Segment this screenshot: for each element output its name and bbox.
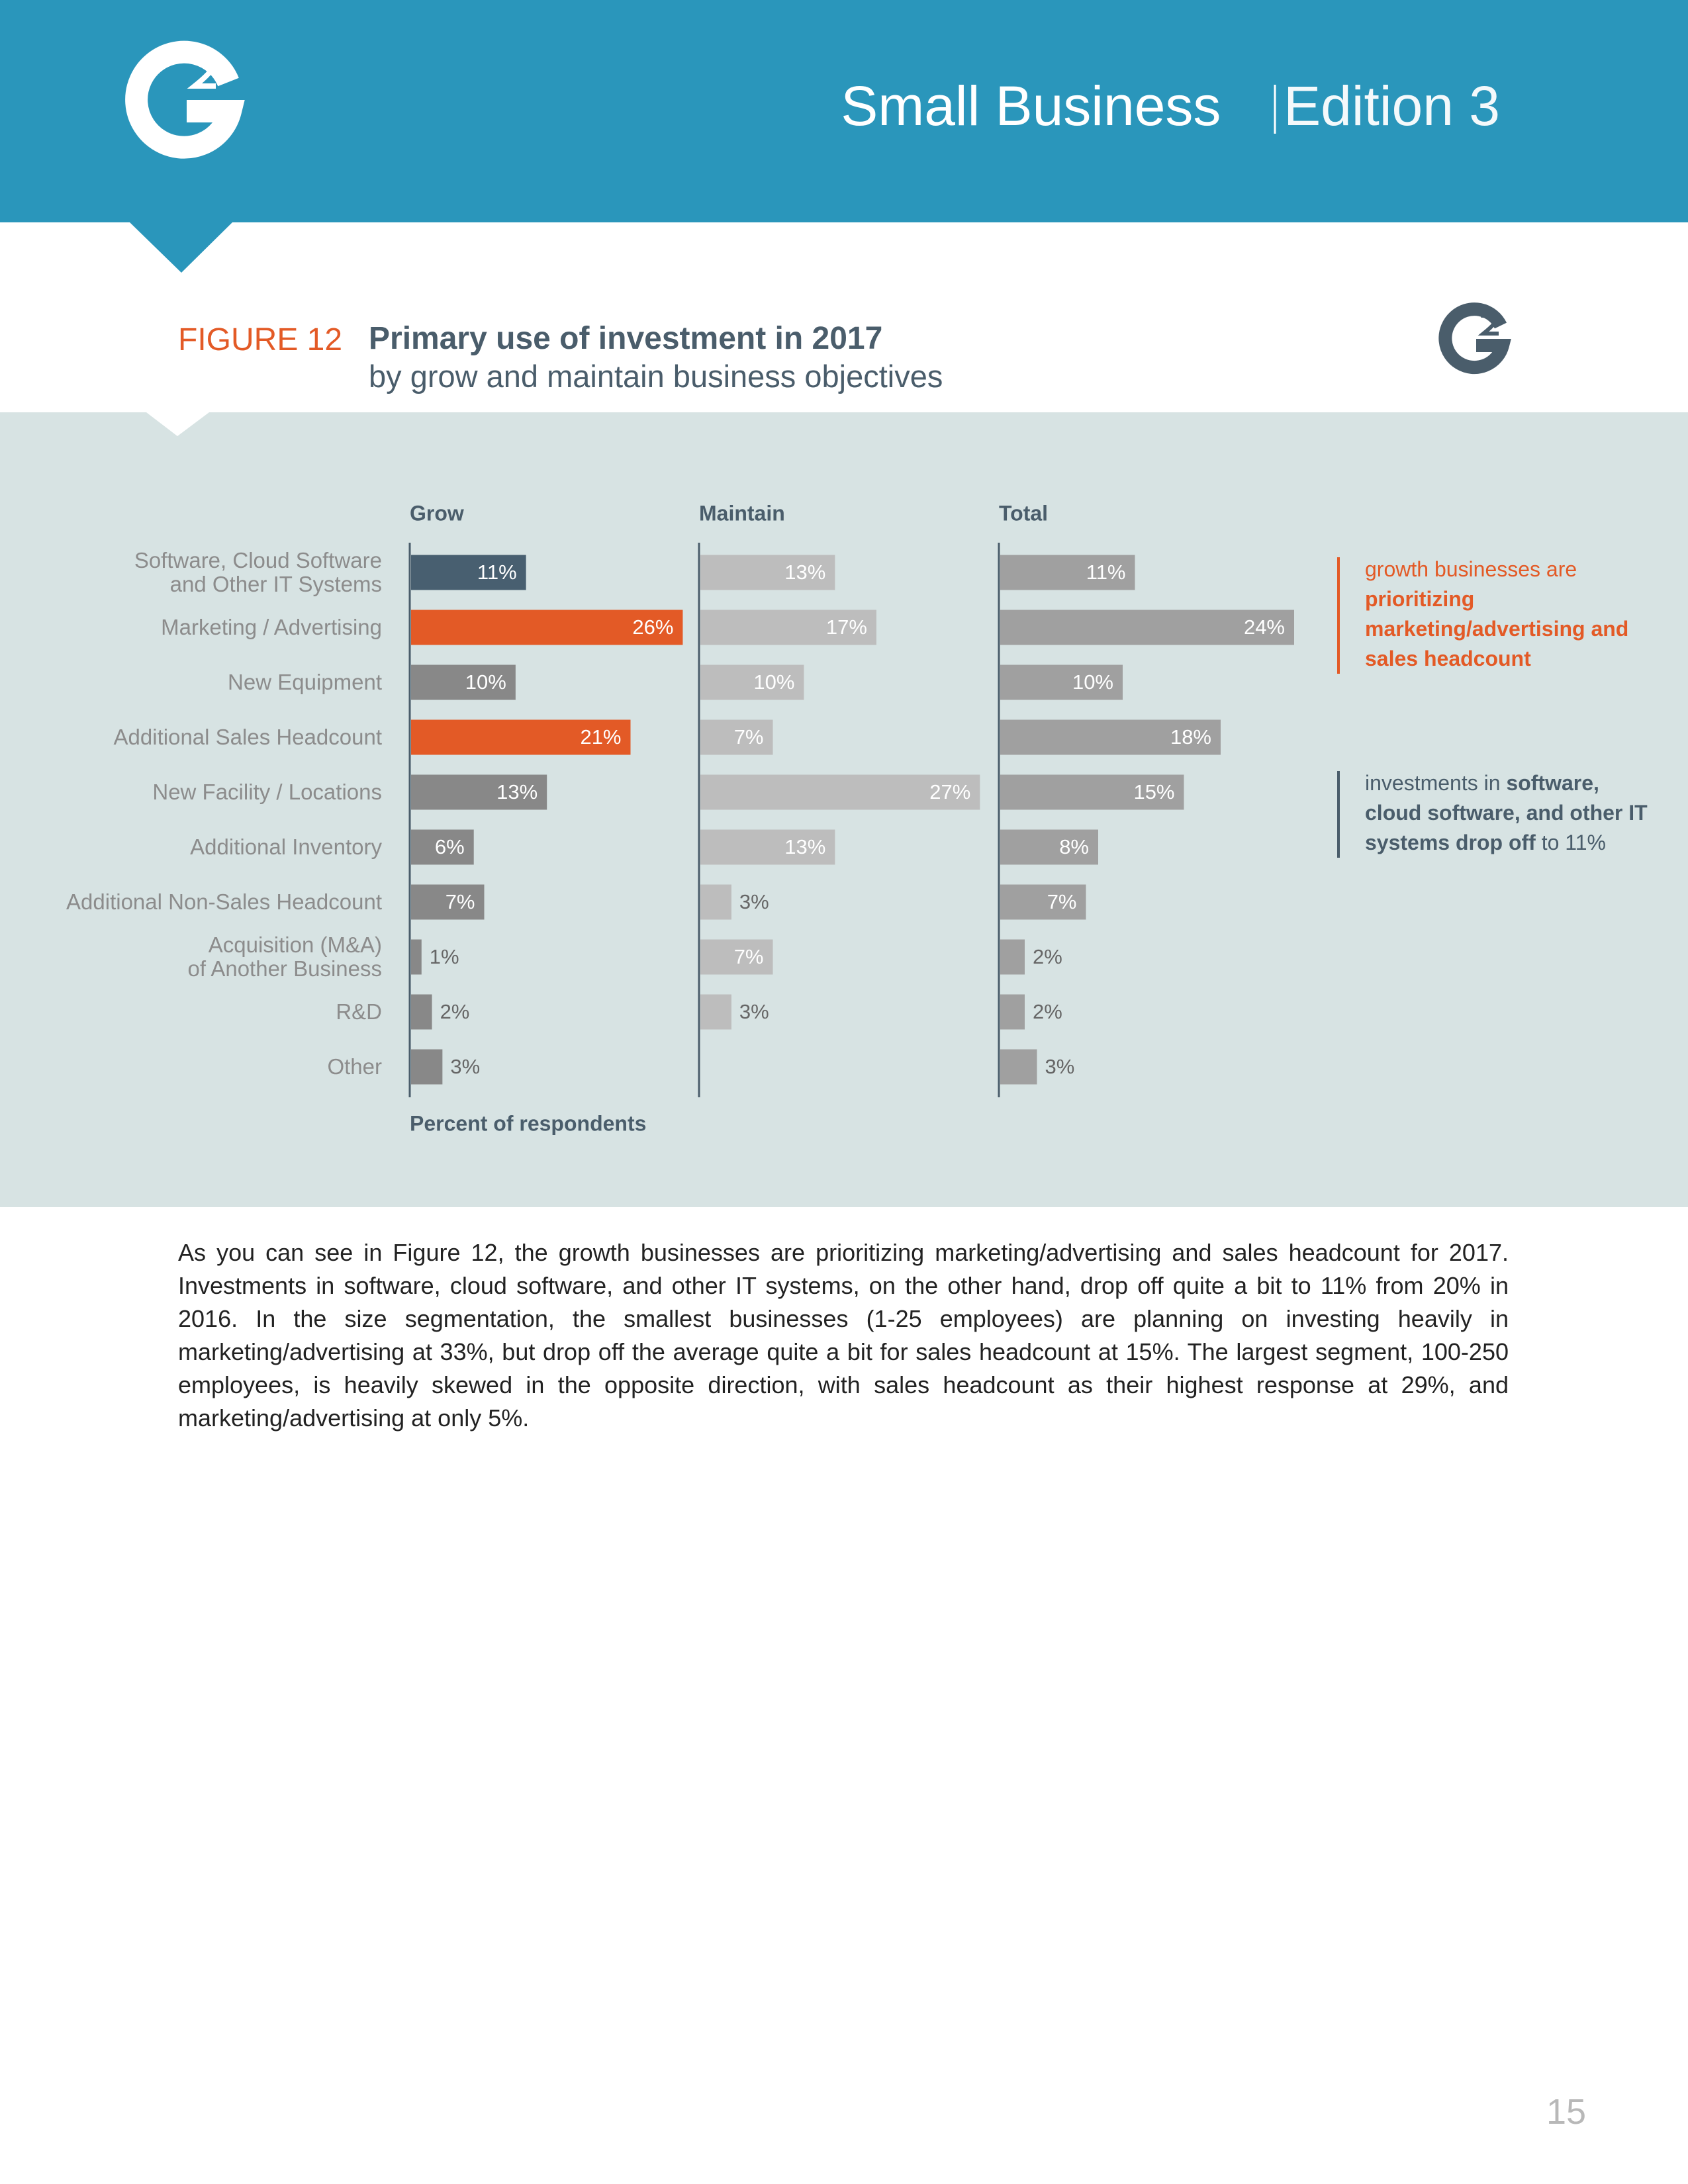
series-title: Total <box>999 501 1048 525</box>
bar <box>411 774 547 810</box>
value-label: 11% <box>477 561 517 584</box>
annotation-text: growth businesses are <box>1365 557 1583 581</box>
value-label: 26% <box>632 615 673 639</box>
value-label: 7% <box>734 945 764 968</box>
bar <box>700 994 731 1030</box>
annotation: investments in software, cloud software,… <box>1365 768 1650 858</box>
value-label: 10% <box>1072 670 1113 694</box>
bar <box>1000 774 1184 810</box>
bar <box>411 1049 443 1085</box>
header-band <box>0 0 1688 222</box>
bar <box>1000 719 1221 755</box>
value-label: 10% <box>753 670 794 694</box>
bar <box>1000 610 1294 645</box>
page-number: 15 <box>1546 2092 1587 2132</box>
header-title-group: Small Business Edition 3 <box>841 74 1500 138</box>
chart: Grow 11% 26% 10% 21% 13% 6% 7% 1% 2% 3% Maintain 13%… <box>408 501 1294 1135</box>
value-label: 3% <box>1045 1055 1075 1078</box>
annotation-text: investments in <box>1365 771 1507 795</box>
value-label: 13% <box>784 561 825 584</box>
bar <box>411 610 683 645</box>
figure-logo <box>1438 302 1511 375</box>
header-edition: Edition 3 <box>1284 75 1500 137</box>
bar <box>700 939 773 975</box>
bar <box>700 829 835 865</box>
value-label: 1% <box>430 945 459 968</box>
bar <box>700 610 876 645</box>
annotation-rule <box>1337 557 1340 674</box>
bar <box>700 719 773 755</box>
bar <box>1000 884 1086 920</box>
series-title: Grow <box>410 501 464 525</box>
panel-notch <box>146 412 209 436</box>
value-label: 3% <box>450 1055 480 1078</box>
series-title: Maintain <box>699 501 785 525</box>
header-pointer <box>130 222 232 273</box>
value-label: 10% <box>465 670 506 694</box>
category-label: Additional Sales Headcount <box>113 725 382 749</box>
bar <box>411 829 474 865</box>
bar <box>700 664 804 700</box>
category-label: R&D <box>336 999 382 1024</box>
value-label: 21% <box>580 725 621 749</box>
figure-label: FIGURE 12 <box>178 322 343 357</box>
value-label: 7% <box>734 725 764 749</box>
category-label: New Facility / Locations <box>152 780 382 804</box>
value-label: 8% <box>1059 835 1089 858</box>
bar <box>700 884 731 920</box>
value-label: 2% <box>1033 1000 1062 1023</box>
bar <box>411 719 631 755</box>
value-label: 18% <box>1170 725 1211 749</box>
category-label: Software, Cloud Software and Other IT Sy… <box>134 548 382 596</box>
value-label: 7% <box>445 890 475 913</box>
value-label: 13% <box>496 780 538 803</box>
value-label: 3% <box>739 1000 769 1023</box>
bar <box>1000 1049 1037 1085</box>
body-text: As you can see in Figure 12, the growth … <box>178 1239 1509 1432</box>
header-logo <box>125 40 245 159</box>
value-label: 2% <box>1033 945 1062 968</box>
bar <box>411 884 485 920</box>
bar <box>700 774 980 810</box>
figure-title: Primary use of investment in 2017 <box>369 321 883 356</box>
annotation: growth businesses are prioritizing marke… <box>1365 555 1650 674</box>
bar <box>411 664 516 700</box>
annotation-text: prioritizing marketing/advertising and s… <box>1365 587 1635 670</box>
category-label: Additional Non-Sales Headcount <box>66 889 382 914</box>
bar <box>1000 829 1098 865</box>
header-title: Small Business <box>841 75 1221 137</box>
value-label: 13% <box>784 835 825 858</box>
value-label: 17% <box>826 615 867 639</box>
value-label: 11% <box>1086 561 1126 584</box>
bar <box>1000 555 1135 590</box>
figure-subtitle: by grow and maintain business objectives <box>369 359 943 394</box>
annotation-text: to 11% <box>1535 831 1606 854</box>
category-label: Marketing / Advertising <box>161 615 382 639</box>
bar <box>411 994 432 1030</box>
category-label: Acquisition (M&A) of Another Business <box>187 933 382 981</box>
bar <box>1000 664 1123 700</box>
category-label: Other <box>327 1054 382 1079</box>
value-label: 6% <box>435 835 465 858</box>
value-label: 27% <box>929 780 970 803</box>
annotation-text: software, cloud software, and other IT s… <box>1365 771 1654 854</box>
value-label: 7% <box>1047 890 1077 913</box>
x-axis-label: Percent of respondents <box>410 1111 646 1135</box>
annotation-rule <box>1337 771 1340 858</box>
bar <box>411 939 422 975</box>
bar <box>1000 994 1025 1030</box>
category-label: Additional Inventory <box>190 835 382 859</box>
bar <box>700 555 835 590</box>
value-label: 24% <box>1244 615 1285 639</box>
value-label: 2% <box>440 1000 470 1023</box>
value-label: 3% <box>739 890 769 913</box>
value-label: 15% <box>1133 780 1174 803</box>
bar <box>1000 939 1025 975</box>
category-label: New Equipment <box>228 670 382 694</box>
bar <box>411 555 526 590</box>
